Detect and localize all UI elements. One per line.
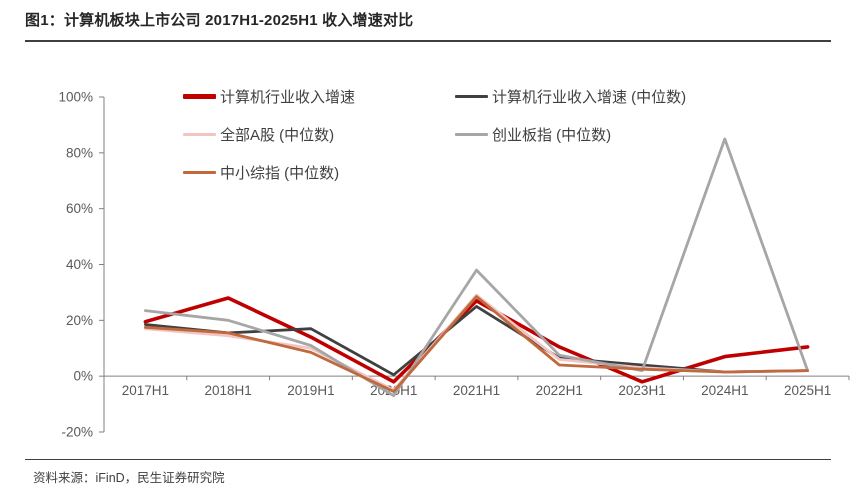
series-line-计算机行业收入增速 — [143, 296, 810, 384]
figure-title: 图1：计算机板块上市公司 2017H1-2025H1 收入增速对比 — [25, 12, 414, 29]
legend-item-2: 全部A股 (中位数) — [183, 124, 455, 145]
legend-marker-icon — [455, 132, 488, 137]
y-axis-tick-label: 60% — [66, 201, 93, 216]
x-axis-category-label: 2019H1 — [287, 383, 334, 398]
legend-marker-icon — [455, 94, 488, 99]
source-note: 资料来源：iFinD，民生证券研究院 — [33, 471, 225, 485]
legend-marker-icon — [183, 94, 216, 99]
x-axis-category-label: 2025H1 — [784, 383, 831, 398]
series-line-中小综指 (中位数) — [143, 295, 809, 393]
legend-label: 计算机行业收入增速 (中位数) — [492, 89, 687, 106]
series-line-创业板指 (中位数) — [143, 137, 809, 398]
legend-item-1: 计算机行业收入增速 (中位数) — [455, 86, 686, 107]
legend-marker-icon — [183, 132, 216, 137]
x-axis-category-label: 2022H1 — [536, 383, 583, 398]
legend-label: 中小综指 (中位数) — [220, 165, 340, 182]
y-axis-tick-label: 40% — [66, 257, 93, 272]
legend-label: 全部A股 (中位数) — [220, 127, 335, 144]
y-axis-tick-label: 80% — [66, 145, 93, 160]
y-axis-tick-label: 100% — [58, 90, 93, 105]
x-axis-category-label: 2018H1 — [205, 383, 252, 398]
x-axis-category-label: 2023H1 — [618, 383, 665, 398]
y-axis-tick-label: 20% — [66, 313, 93, 328]
legend-item-3: 创业板指 (中位数) — [455, 124, 686, 145]
legend-label: 计算机行业收入增速 — [220, 89, 356, 106]
chart-canvas: 100% 80% 60% 40% 20% 0% -20% 2017H1 2018H1 2019H1… — [58, 90, 850, 440]
chart-legend: 计算机行业收入增速 计算机行业收入增速 (中位数) 全部A股 (中位数) 创业板指 (… — [183, 86, 686, 183]
legend-label: 创业板指 (中位数) — [492, 127, 612, 144]
x-axis-category-label: 2021H1 — [453, 383, 500, 398]
x-axis-category-label: 2024H1 — [701, 383, 748, 398]
legend-marker-icon — [183, 170, 216, 175]
legend-item-4: 中小综指 (中位数) — [183, 162, 455, 183]
revenue-growth-chart: 100% 80% 60% 40% 20% 0% -20% 2017H1 2018H1 2019H1… — [0, 58, 856, 450]
x-axis-category-label: 2017H1 — [122, 383, 169, 398]
series-line-计算机行业收入增速 (中位数) — [143, 304, 809, 377]
source-divider — [25, 459, 831, 460]
legend-item-0: 计算机行业收入增速 — [183, 86, 455, 107]
title-divider — [25, 40, 831, 42]
y-axis-tick-label: -20% — [61, 425, 93, 440]
y-axis-tick-label: 0% — [73, 369, 93, 384]
